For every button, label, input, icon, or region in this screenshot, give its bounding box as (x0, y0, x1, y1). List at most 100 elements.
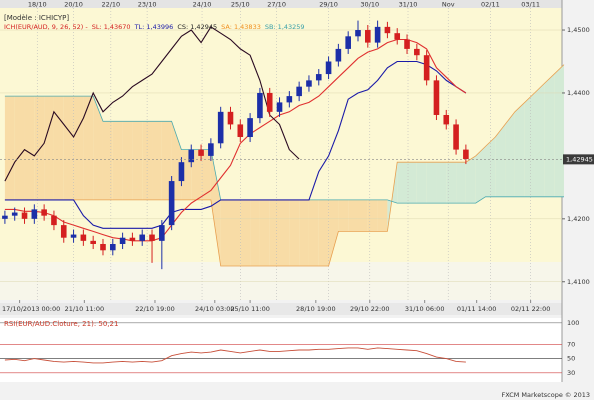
candle-body (335, 48, 342, 62)
cloud-segment (407, 162, 417, 204)
bottom-date-strip (0, 303, 562, 315)
y-tick-label: 100 (567, 319, 579, 327)
cloud-segment (357, 199, 368, 232)
cloud-segment (4, 96, 15, 200)
candle-body (51, 215, 57, 226)
cloud-segment (269, 199, 280, 267)
cloud-segment (220, 199, 231, 267)
candle-body (80, 234, 87, 241)
legend-entry: SA: 1,43833 (221, 23, 261, 31)
candle-body (325, 61, 332, 75)
candle-body (139, 234, 146, 241)
candle-body (365, 30, 371, 43)
candle-body (404, 39, 410, 49)
candle-body (423, 55, 430, 81)
y-tick-label: 1,4400 (567, 89, 590, 97)
candle-body (453, 124, 459, 150)
candle-body (149, 234, 155, 241)
rsi-area (0, 318, 562, 382)
candle-body (109, 243, 116, 251)
candle-body (90, 240, 96, 244)
candle-body (296, 86, 302, 97)
cloud-segment (495, 124, 506, 197)
candle-body (384, 26, 391, 34)
x-tick-label: 22/10 (101, 1, 120, 9)
cloud-segment (416, 162, 427, 204)
legend: ICH(EUR/AUD, 9, 26, 52) - SL: 1,43670 TL: … (4, 23, 305, 31)
cloud-segment (534, 83, 545, 197)
cloud-segment (299, 199, 309, 267)
cloud-segment (34, 96, 45, 200)
cloud-segment (338, 199, 349, 232)
candle-body (247, 118, 253, 138)
candle-body (414, 48, 420, 56)
candle-body (443, 114, 450, 125)
x-tick-label: 23/10 (138, 1, 157, 9)
x-tick-label: 20/10 (64, 1, 83, 9)
cloud-segment (505, 111, 515, 197)
cloud-segment (279, 199, 290, 267)
x-tick-label: 28/10 19:00 (296, 305, 336, 313)
y-tick-label: 1,4200 (567, 215, 590, 223)
cloud-segment (230, 199, 241, 267)
x-tick-label: Nov (442, 1, 455, 9)
cloud-segment (93, 96, 103, 200)
x-tick-label: 01/11 14:00 (457, 305, 497, 313)
x-tick-label: 25/10 (231, 1, 250, 9)
candle-body (2, 215, 8, 219)
candle-body (119, 237, 126, 244)
legend-entry: ICH(EUR/AUD, 9, 26, 52) - (4, 23, 88, 31)
cloud-segment (348, 199, 358, 232)
cloud-segment (201, 149, 211, 200)
cloud-segment (132, 121, 143, 200)
y-tick-label: 1,4500 (567, 26, 590, 34)
cloud-segment (83, 96, 94, 200)
y-tick-label: 30 (567, 369, 575, 377)
candle-body (374, 26, 381, 43)
cloud-segment (210, 149, 221, 267)
top-date-strip (0, 0, 562, 8)
candle-body (159, 225, 165, 241)
cloud-segment (308, 199, 319, 267)
candle-body (227, 111, 234, 125)
candle-body (315, 74, 322, 81)
candle-body (31, 209, 38, 219)
x-tick-label: 24/10 03:00 (195, 305, 235, 313)
footer: FXCM Marketscope © 2013 (501, 391, 590, 399)
cloud-segment (465, 155, 476, 204)
x-tick-label: 02/11 (481, 1, 500, 9)
cloud-segment (456, 162, 466, 204)
candle-body (41, 209, 47, 216)
candle-body (100, 243, 106, 251)
candle-body (257, 92, 263, 119)
x-tick-label: 31/10 (399, 1, 418, 9)
cloud-segment (475, 146, 486, 204)
candle-body (217, 111, 224, 144)
cloud-segment (14, 96, 25, 200)
legend-entry: SB: 1,43259 (265, 23, 305, 31)
y-tick-label: 70 (567, 340, 575, 348)
last-price-box (563, 154, 594, 165)
candle-body (168, 181, 175, 226)
cloud-segment (544, 74, 555, 197)
cloud-segment (250, 199, 260, 267)
indicator-line (4, 64, 565, 267)
price-panel: 18/10 20/10 22/10 23/10 24/10 25/10 27/10 29/10… (0, 1, 594, 313)
candle-body (345, 36, 351, 49)
candle-body (266, 92, 273, 112)
candle-body (60, 225, 67, 238)
cloud-segment (318, 199, 329, 267)
y-tick-label: 1,4100 (567, 278, 590, 286)
cloud-segment (289, 199, 300, 267)
legend-entry: SL: 1,43670 (92, 23, 131, 31)
candle-body (198, 149, 204, 156)
cloud-segment (44, 96, 54, 200)
candle-body (463, 149, 469, 160)
x-tick-label: 03/11 (521, 1, 540, 9)
candle-body (70, 234, 77, 238)
candle-body (178, 162, 185, 182)
last-price-label: 1,42945 (566, 155, 593, 163)
cloud-segment (367, 199, 378, 232)
candle-body (237, 124, 244, 138)
cloud-segment (397, 162, 408, 204)
